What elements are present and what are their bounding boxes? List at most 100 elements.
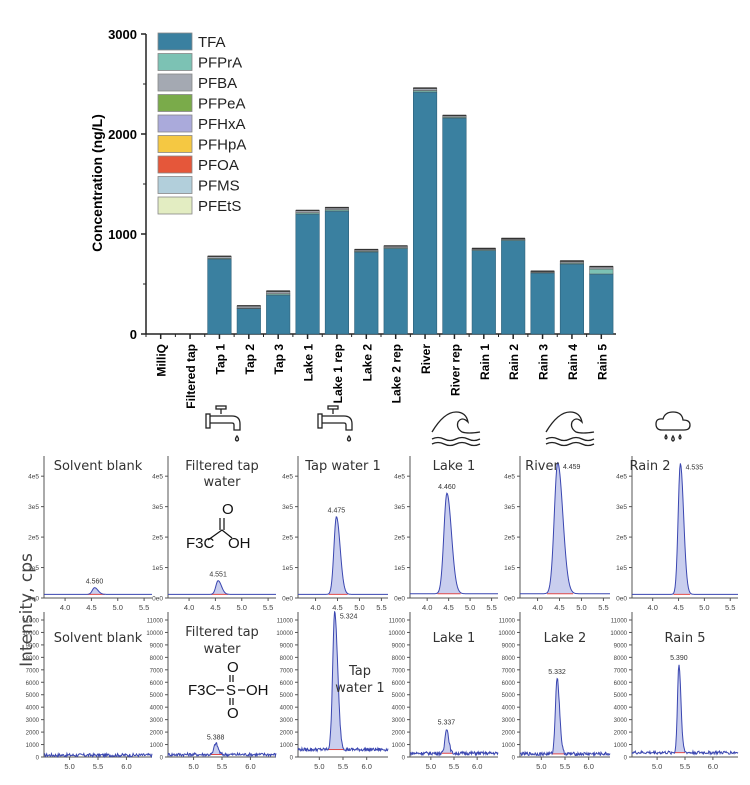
y-tick-label: 3000 bbox=[502, 718, 516, 724]
y-tick-label: 0e0 bbox=[394, 596, 405, 603]
x-tick-label: 6.0 bbox=[121, 762, 131, 771]
x-tick-label: 5.0 bbox=[465, 603, 475, 612]
y-tick-label: 6000 bbox=[502, 681, 516, 687]
panel-title: Lake 2 bbox=[544, 631, 587, 646]
bar-rain-5 bbox=[589, 265, 614, 335]
x-tick-label: 5.0 bbox=[426, 762, 436, 771]
bar-rain-1 bbox=[471, 247, 496, 335]
chromatogram-panel: 0e0 1e5 2e5 3e5 4e5 4.0 4.5 5.0 5.5 4.560 Solvent … bbox=[28, 456, 152, 612]
y-tick-label: 10000 bbox=[276, 631, 293, 637]
x-tick-label: 6.0 bbox=[472, 762, 482, 771]
y-tick-label: 5000 bbox=[502, 693, 516, 699]
chromatogram-trace bbox=[167, 742, 277, 758]
bar-segment-tfa bbox=[530, 272, 555, 335]
y-tick-label: 2000 bbox=[280, 731, 294, 737]
y-tick-label: 9000 bbox=[392, 643, 406, 649]
legend-label: PFOA bbox=[198, 157, 239, 174]
y-tick-label: 2000 bbox=[502, 731, 516, 737]
x-tick-label: Lake 2 bbox=[360, 344, 374, 382]
y-tick-label: 0 bbox=[130, 327, 137, 342]
y-tick-label: 9000 bbox=[150, 643, 164, 649]
chromatogram-trace bbox=[298, 516, 388, 595]
bar-tap-1 bbox=[207, 255, 232, 335]
bar-segment-tfa bbox=[501, 240, 526, 335]
peak-rt-label: 5.332 bbox=[548, 669, 566, 676]
bar-segment-pfba bbox=[324, 207, 349, 211]
y-tick-label: 3000 bbox=[614, 718, 628, 724]
legend-item: PFOA bbox=[157, 155, 239, 174]
chromatogram-panel: 0 1000 2000 3000 4000 5000 6000 7000 8000 9000 100… bbox=[276, 611, 389, 771]
y-tick-label: 0 bbox=[624, 756, 628, 762]
x-tick-label: 5.0 bbox=[237, 603, 247, 612]
legend-swatch bbox=[157, 196, 193, 215]
y-tick-label: 3e5 bbox=[28, 504, 39, 511]
chromatogram-trace bbox=[519, 677, 611, 758]
bar-lake-2-rep bbox=[383, 245, 408, 335]
peak-rt-label: 4.535 bbox=[686, 464, 704, 471]
peak-area bbox=[547, 462, 574, 594]
chromatogram-panel: 0e0 1e5 2e5 3e5 4e5 4.0 4.5 5.0 5.5 4.460 Lake 1 bbox=[394, 456, 498, 612]
x-tick-label: 6.0 bbox=[583, 762, 593, 771]
bar-segment-tfa bbox=[559, 263, 584, 335]
y-tick-label: 6000 bbox=[392, 681, 406, 687]
x-tick-label: 4.0 bbox=[422, 603, 432, 612]
svg-text:OH: OH bbox=[228, 535, 251, 552]
chromatogram-panel: 0 1000 2000 3000 4000 5000 6000 7000 8000 9000 100… bbox=[610, 612, 739, 771]
rain-cloud-icon bbox=[655, 411, 691, 442]
y-tick-label: 2e5 bbox=[152, 535, 163, 542]
y-tick-label: 9000 bbox=[614, 643, 628, 649]
y-tick-label: 11000 bbox=[389, 619, 406, 625]
x-tick-label: Tap 3 bbox=[272, 344, 286, 375]
y-tick-label: 1000 bbox=[392, 743, 406, 749]
y-tick-label: 6000 bbox=[614, 681, 628, 687]
y-tick-label: 5000 bbox=[280, 693, 294, 699]
bar-segment-tfa bbox=[236, 308, 261, 335]
x-tick-label: 5.5 bbox=[376, 603, 386, 612]
chromatogram-panel: 0 1000 2000 3000 4000 5000 6000 7000 8000 9000 100… bbox=[498, 612, 611, 771]
x-tick-label: 6.0 bbox=[708, 762, 718, 771]
chromatogram-trace bbox=[520, 461, 610, 595]
y-tick-label: 0 bbox=[290, 756, 294, 762]
chromatogram-panel: 0 1000 2000 3000 4000 5000 6000 7000 8000 9000 100… bbox=[146, 612, 277, 771]
legend-item: PFEtS bbox=[157, 196, 241, 215]
bar-segment-tfa bbox=[266, 294, 291, 335]
legend-item: PFPrA bbox=[157, 53, 242, 72]
y-tick-label: 8000 bbox=[392, 656, 406, 662]
chromatogram-panel: 0e0 1e5 2e5 3e5 4e5 4.0 4.5 5.0 5.5 4.551 Filtered… bbox=[152, 456, 276, 612]
x-tick-label: 5.5 bbox=[486, 603, 496, 612]
x-tick-label: 4.5 bbox=[443, 603, 453, 612]
y-tick-label: 8000 bbox=[502, 656, 516, 662]
legend-item: TFA bbox=[157, 32, 226, 51]
bar-segment-tfa bbox=[471, 250, 496, 335]
legend-label: PFMS bbox=[198, 178, 240, 195]
y-tick-label: 7000 bbox=[150, 668, 164, 674]
chromatogram-panel: 0e0 1e5 2e5 3e5 4e5 4.0 4.5 5.0 5.5 4.459 River bbox=[504, 456, 610, 612]
peak-rt-label: 4.475 bbox=[328, 508, 346, 515]
x-tick-label: Rain 5 bbox=[595, 344, 609, 380]
y-tick-label: 2e5 bbox=[616, 535, 627, 542]
bar-segment-tfa bbox=[354, 251, 379, 335]
y-tick-label: 8000 bbox=[280, 656, 294, 662]
x-tick-label: Rain 2 bbox=[507, 344, 521, 380]
x-tick-label: Tap 1 bbox=[213, 344, 227, 375]
panel-title: water bbox=[203, 642, 241, 657]
x-tick-label: 4.5 bbox=[86, 603, 96, 612]
x-tick-label: River rep bbox=[448, 344, 462, 396]
y-tick-label: 7000 bbox=[26, 668, 40, 674]
x-tick-label: 5.0 bbox=[64, 762, 74, 771]
peak-rt-label: 4.460 bbox=[438, 484, 456, 491]
x-tick-label: 5.5 bbox=[725, 603, 735, 612]
y-tick-label: 1000 bbox=[502, 743, 516, 749]
svg-text:F3C: F3C bbox=[186, 535, 215, 552]
legend-swatch bbox=[157, 135, 193, 153]
bar-lake-2 bbox=[354, 248, 379, 335]
bar-river bbox=[413, 87, 438, 335]
y-tick-label: 0 bbox=[402, 756, 406, 762]
bar-lake-1 bbox=[295, 209, 320, 335]
x-tick-label: 6.0 bbox=[361, 762, 371, 771]
faucet-icon bbox=[317, 405, 353, 442]
y-tick-label: 11000 bbox=[277, 619, 294, 625]
y-tick-label: 11000 bbox=[147, 619, 164, 625]
y-tick-label: 6000 bbox=[280, 681, 294, 687]
peak-rt-label: 4.459 bbox=[563, 464, 581, 471]
